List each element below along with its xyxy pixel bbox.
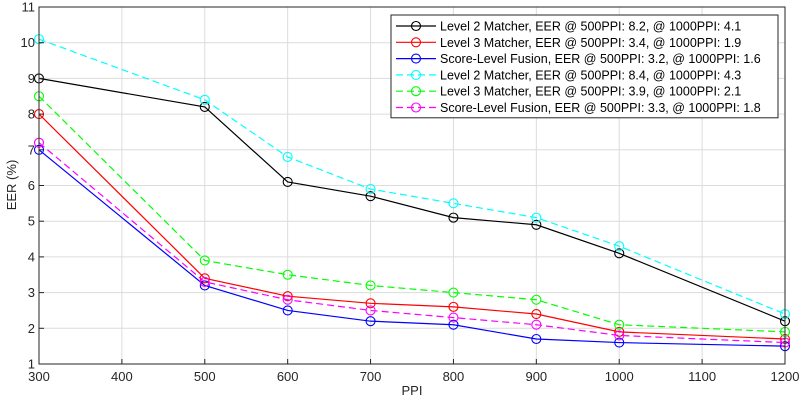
data-point xyxy=(531,333,542,345)
series-line xyxy=(38,77,786,322)
legend-marker xyxy=(410,37,422,48)
y-tick-label: 5 xyxy=(28,214,35,229)
data-point xyxy=(448,287,459,298)
data-point xyxy=(199,255,210,266)
x-tick-label: 1100 xyxy=(688,369,716,384)
y-tick-label: 3 xyxy=(28,285,35,300)
legend: Level 2 Matcher, EER @ 500PPI: 8.2, @ 10… xyxy=(390,14,779,119)
series-line xyxy=(38,95,786,333)
y-tick-label: 9 xyxy=(28,71,35,86)
x-tick-label: 300 xyxy=(28,369,50,384)
data-point xyxy=(531,319,542,330)
data-point xyxy=(199,94,210,105)
y-axis-label: EER (%) xyxy=(4,160,19,211)
data-point xyxy=(365,184,376,195)
y-tick-label: 1 xyxy=(28,357,35,372)
data-point xyxy=(614,337,625,348)
x-tick-label: 1000 xyxy=(605,369,634,384)
legend-marker xyxy=(410,102,422,113)
data-point xyxy=(199,101,210,113)
data-point xyxy=(614,326,625,337)
x-tick-label: 1200 xyxy=(771,369,800,384)
legend-label: Level 3 Matcher, EER @ 500PPI: 3.9, @ 10… xyxy=(440,85,741,99)
legend-label: Level 3 Matcher, EER @ 500PPI: 3.4, @ 10… xyxy=(440,36,741,50)
x-tick-label: 600 xyxy=(277,369,299,384)
legend-label: Score-Level Fusion, EER @ 500PPI: 3.2, @… xyxy=(440,52,761,66)
data-point xyxy=(365,298,376,309)
data-point xyxy=(199,276,210,287)
x-tick-label: 500 xyxy=(194,369,216,384)
y-tick-label: 11 xyxy=(22,0,36,15)
data-point xyxy=(614,241,625,252)
series-line xyxy=(38,142,786,344)
y-tick-label: 10 xyxy=(21,35,35,50)
y-tick-label: 2 xyxy=(28,321,35,336)
ticks: 300 400 500 600 700 800 900 1000 1100 1200 1 2 3 4 5 6 7… xyxy=(21,0,800,384)
y-tick-label: 7 xyxy=(28,142,35,157)
legend-item: Level 3 Matcher, EER @ 500PPI: 3.9, @ 10… xyxy=(396,85,741,99)
data-point xyxy=(614,248,625,259)
x-tick-label: 700 xyxy=(360,369,382,384)
data-point xyxy=(282,294,293,305)
data-point xyxy=(365,316,376,327)
data-point xyxy=(531,212,542,223)
data-point xyxy=(282,305,293,316)
data-point xyxy=(282,269,293,280)
data-point xyxy=(365,191,376,202)
data-point xyxy=(614,319,625,330)
data-point xyxy=(282,176,293,187)
legend-marker xyxy=(410,86,422,97)
legend-item: Score-Level Fusion, EER @ 500PPI: 3.3, @… xyxy=(396,101,761,115)
series-line xyxy=(38,38,786,315)
data-point xyxy=(614,330,625,341)
series-group xyxy=(33,34,791,352)
data-point xyxy=(199,280,210,291)
data-point xyxy=(531,294,542,305)
series-line xyxy=(38,113,786,340)
x-axis-label: PPI xyxy=(402,383,423,398)
legend-label: Level 2 Matcher, EER @ 500PPI: 8.4, @ 10… xyxy=(440,68,741,82)
data-point xyxy=(448,212,459,223)
x-tick-label: 900 xyxy=(525,369,547,384)
data-point xyxy=(531,308,542,320)
legend-marker xyxy=(410,53,422,64)
series-line xyxy=(38,149,786,347)
x-tick-label: 400 xyxy=(111,369,133,384)
y-tick-label: 4 xyxy=(28,249,35,264)
data-point xyxy=(448,198,459,209)
legend-box xyxy=(390,14,779,119)
data-point xyxy=(448,312,459,323)
legend-marker xyxy=(410,69,422,80)
legend-item: Level 2 Matcher, EER @ 500PPI: 8.2, @ 10… xyxy=(396,20,741,34)
data-point xyxy=(448,319,459,330)
legend-item: Level 3 Matcher, EER @ 500PPI: 3.4, @ 10… xyxy=(396,36,741,50)
data-point xyxy=(365,280,376,291)
y-tick-label: 8 xyxy=(28,107,35,122)
legend-label: Score-Level Fusion, EER @ 500PPI: 3.3, @… xyxy=(440,101,761,115)
data-point xyxy=(531,219,542,230)
legend-item: Level 2 Matcher, EER @ 500PPI: 8.4, @ 10… xyxy=(396,68,741,82)
x-tick-label: 800 xyxy=(443,369,465,384)
data-point xyxy=(282,151,293,162)
data-point xyxy=(282,291,293,302)
legend-item: Score-Level Fusion, EER @ 500PPI: 3.2, @… xyxy=(396,52,761,66)
y-tick-label: 6 xyxy=(28,178,35,193)
legend-marker xyxy=(410,20,422,32)
data-point xyxy=(365,305,376,316)
legend-label: Level 2 Matcher, EER @ 500PPI: 8.2, @ 10… xyxy=(440,20,741,34)
data-point xyxy=(448,301,459,312)
